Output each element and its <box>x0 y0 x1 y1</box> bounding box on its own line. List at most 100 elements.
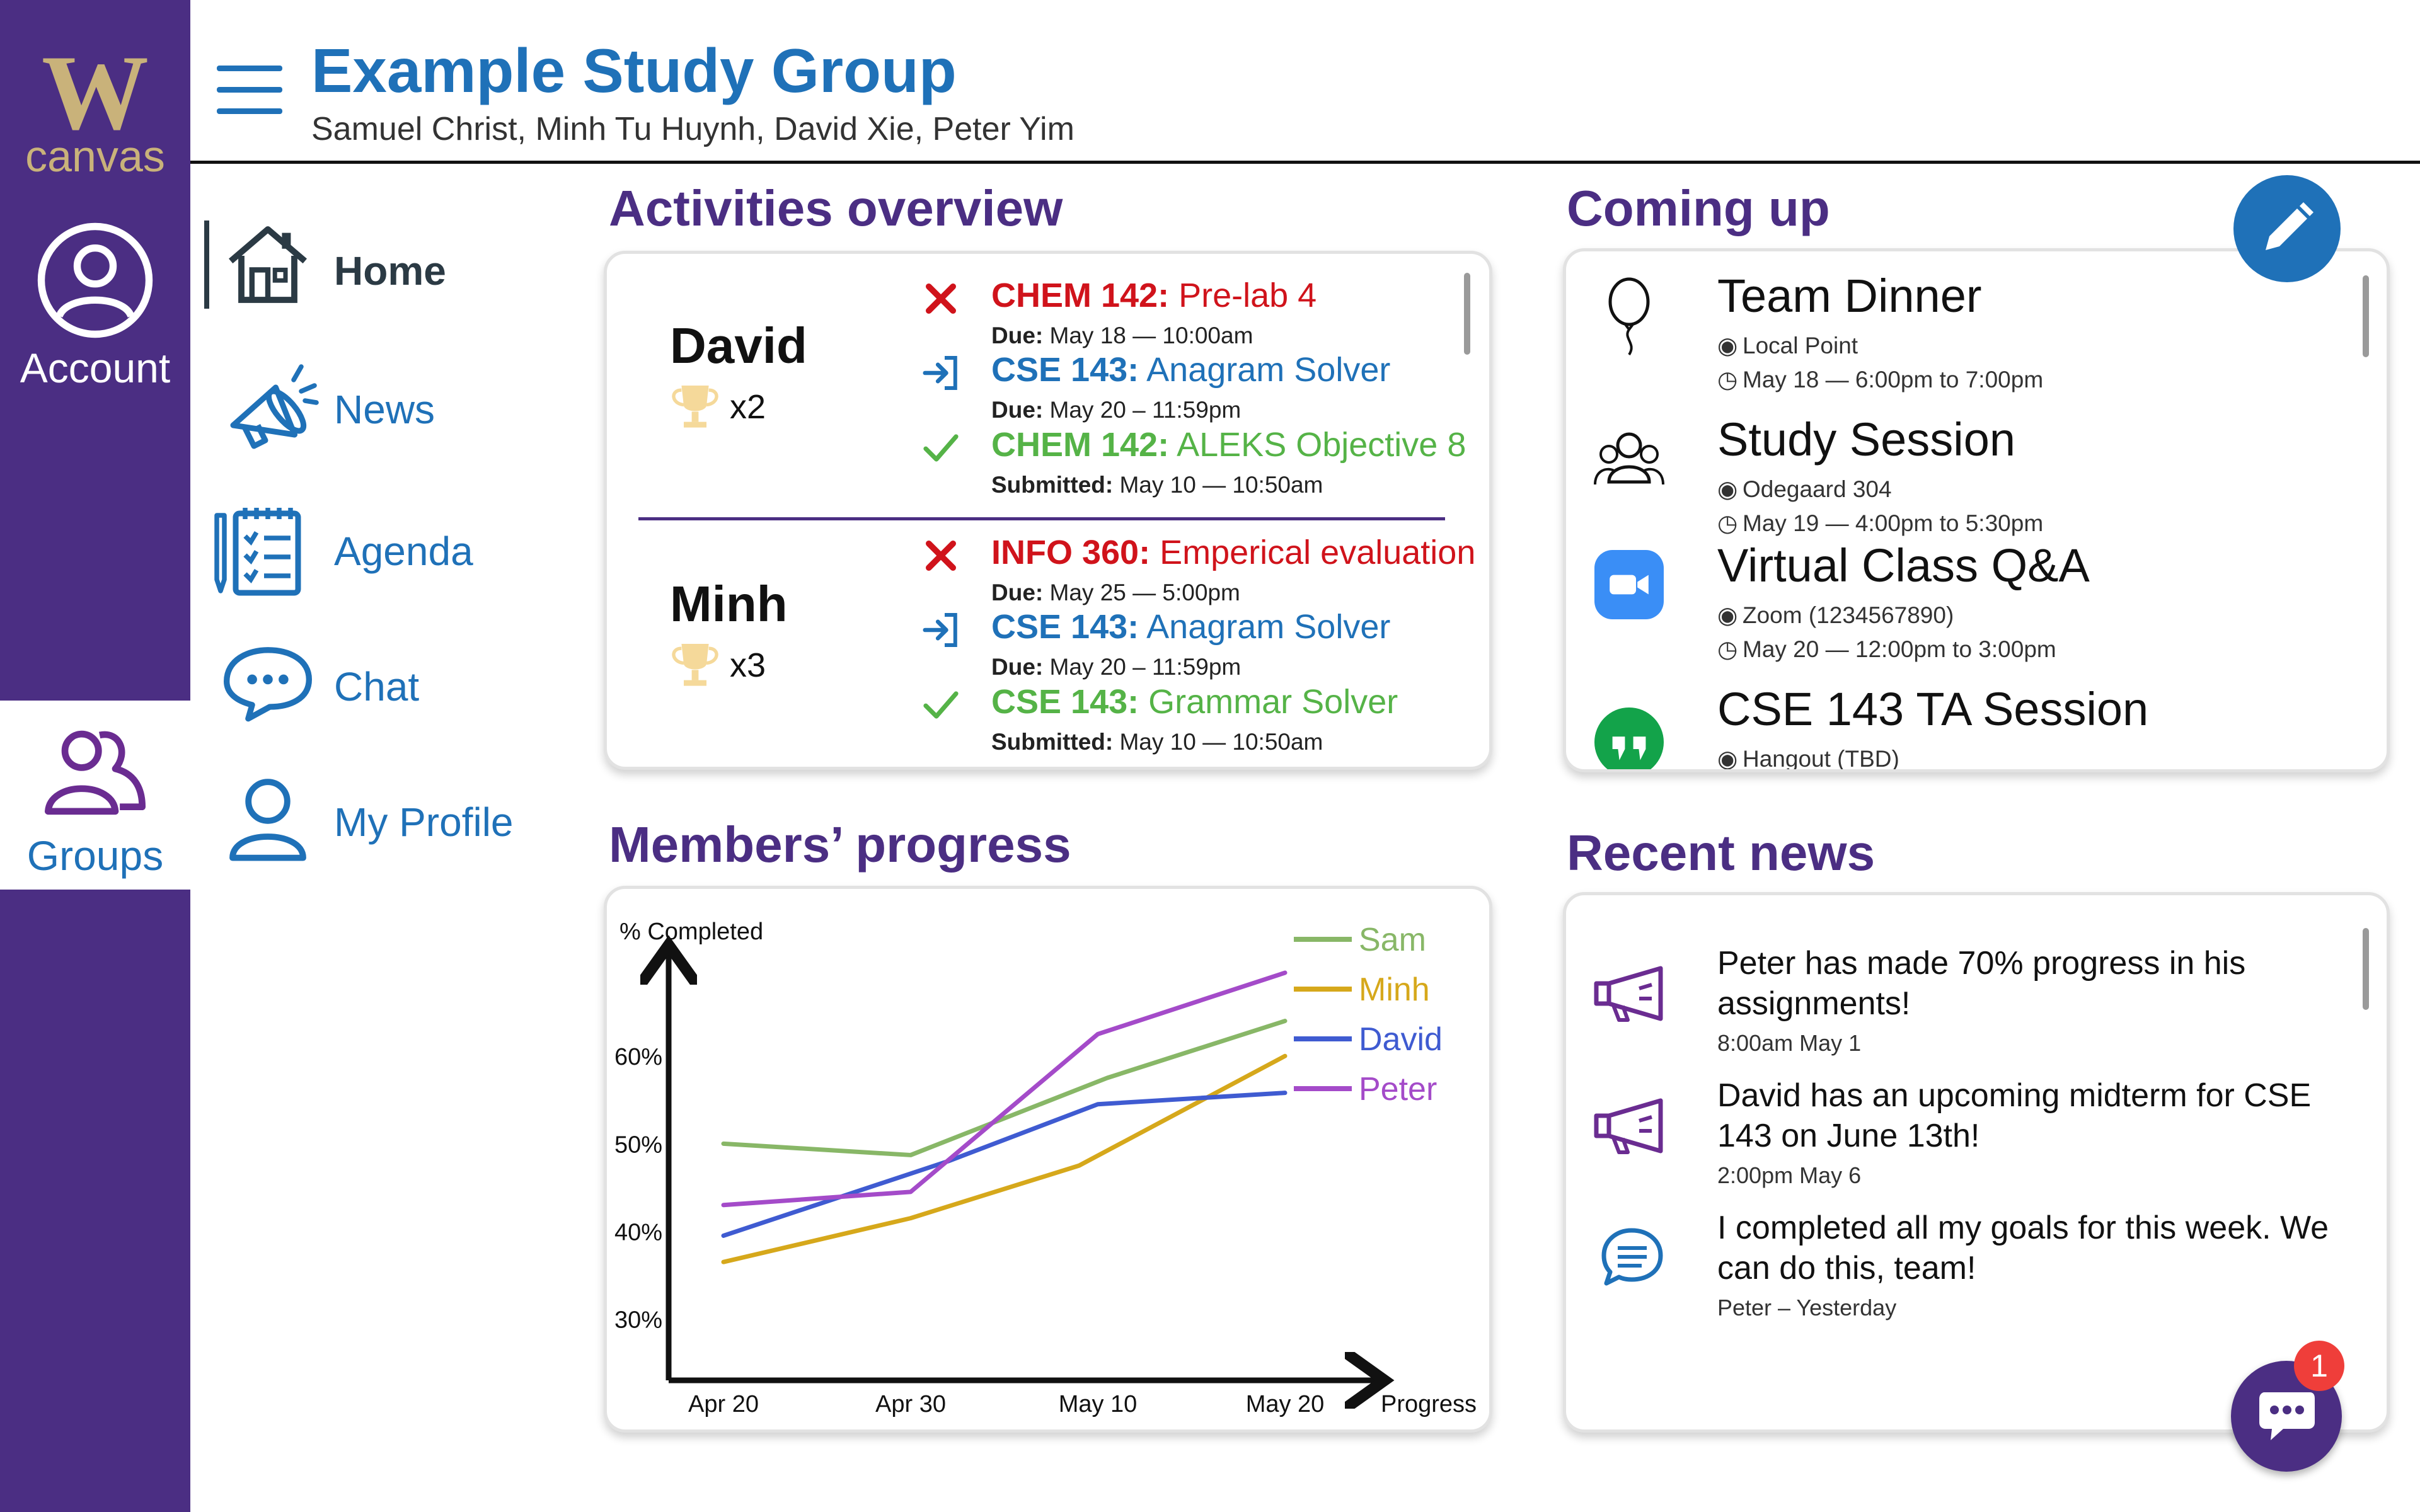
task-course: CSE 143: <box>991 608 1139 646</box>
clock-icon: ◷ <box>1717 510 1738 536</box>
task-title: CSE 143: Anagram Solver <box>991 607 1390 646</box>
task-name: Anagram Solver <box>1146 608 1391 646</box>
legend-label: Minh <box>1359 971 1430 1008</box>
groups-label: Groups <box>26 832 164 879</box>
date-value: May 10 — 10:50am <box>1119 472 1323 498</box>
message-icon <box>1601 1228 1663 1286</box>
member-name: Minh <box>670 576 788 632</box>
balloon-icon <box>1608 277 1650 356</box>
edit-button[interactable] <box>2233 175 2341 282</box>
trophy-icon <box>672 644 718 686</box>
event-location: ◉ Zoom (1234567890) <box>1717 602 1954 629</box>
news-text: David has an upcoming midterm for CSE 14… <box>1717 1077 2312 1154</box>
menu-toggle-button[interactable] <box>217 63 282 116</box>
event-time: ◷ May 18 — 6:00pm to 7:00pm <box>1717 366 2043 393</box>
home-icon <box>229 226 307 303</box>
location-text: Local Point <box>1743 333 1858 358</box>
progress-card: % Completed Progress 30% 40% 50% 60% Apr 20 Apr… <box>604 886 1492 1433</box>
task-name: Emperical evaluation <box>1160 534 1476 571</box>
progress-chart: % Completed Progress 30% 40% 50% 60% Apr 20 Apr… <box>614 919 1477 1418</box>
clock-icon: ◷ <box>1717 367 1738 392</box>
chat-bubbles-icon <box>224 647 313 722</box>
event-location: ◉ Odegaard 304 <box>1717 476 1892 503</box>
legend-label: Sam <box>1359 922 1426 958</box>
nav-item-label: My Profile <box>334 799 514 845</box>
time-text: May 19 — 4:00pm to 5:30pm <box>1743 510 2044 536</box>
recent-news-card: Peter has made 70% progress in his assig… <box>1563 892 2390 1433</box>
task-course: INFO 360: <box>991 534 1151 571</box>
task-title: CHEM 142: ALEKS Objective 8 <box>991 425 1466 464</box>
legend-label: Peter <box>1359 1071 1437 1108</box>
hangouts-icon <box>1594 707 1664 769</box>
task-course: CSE 143: <box>991 351 1139 389</box>
date-value: May 20 – 11:59pm <box>1049 397 1242 423</box>
task-title: CHEM 142: Pre-lab 4 <box>991 276 1317 315</box>
time-text: May 18 — 6:00pm to 7:00pm <box>1743 367 2044 392</box>
coming-up-card: Team Dinner ◉ Local Point ◷ May 18 — 6:00p… <box>1563 248 2390 772</box>
task-due: Due: May 25 — 5:00pm <box>991 580 1240 606</box>
date-value: May 10 — 10:50am <box>1119 729 1323 755</box>
news-timestamp: Peter – Yesterday <box>1717 1295 1897 1320</box>
chat-icon <box>2259 1392 2315 1440</box>
y-tick-label: 60% <box>614 1044 662 1070</box>
event-name: Study Session <box>1717 413 2016 466</box>
map-pin-icon: ◉ <box>1717 746 1738 772</box>
location-text: Odegaard 304 <box>1743 476 1892 502</box>
event-name: Virtual Class Q&A <box>1717 539 2090 592</box>
activities-card: David x2 CHEM 142: Pre-lab 4 Due: May 18… <box>604 251 1492 770</box>
news-scrollbar[interactable] <box>2363 928 2369 1010</box>
trophy-count: x2 <box>667 380 793 437</box>
activities-scrollbar[interactable] <box>1464 273 1470 355</box>
series-line-peter <box>721 970 1288 1208</box>
zoom-icon <box>1594 550 1664 619</box>
date-label: Due: <box>991 397 1044 423</box>
account-nav-item[interactable]: Account <box>0 220 190 410</box>
task-due: Submitted: May 10 — 10:50am <box>991 729 1323 755</box>
y-tick-label: 30% <box>614 1307 662 1334</box>
task-name: Anagram Solver <box>1146 351 1391 389</box>
canvas-logo-text: canvas <box>25 132 165 181</box>
date-value: May 25 — 5:00pm <box>1049 580 1240 605</box>
uw-logo[interactable]: W <box>42 33 149 152</box>
date-label: Submitted: <box>991 729 1114 755</box>
map-pin-icon: ◉ <box>1717 476 1738 502</box>
task-title: CSE 143: Anagram Solver <box>991 350 1390 389</box>
nav-item-agenda[interactable]: Agenda <box>208 504 586 611</box>
y-tick-label: 40% <box>614 1219 662 1246</box>
task-name: ALEKS Objective 8 <box>1177 426 1466 464</box>
nav-item-home[interactable]: Home <box>204 220 586 328</box>
notification-badge: 1 <box>2294 1341 2344 1391</box>
task-due: Due: May 20 – 11:59pm <box>991 397 1241 423</box>
date-value: May 18 — 10:00am <box>1049 323 1253 348</box>
task-course: CHEM 142: <box>991 426 1170 464</box>
event-time: ◷ May 20 — 12:00pm to 3:00pm <box>1717 636 2056 663</box>
chat-fab[interactable]: 1 <box>2231 1341 2344 1472</box>
megaphone-icon <box>1594 1098 1663 1154</box>
location-text: Hangout (TBD) <box>1743 746 1899 772</box>
pencil-icon <box>2266 202 2313 250</box>
coming-up-scrollbar[interactable] <box>2363 275 2369 357</box>
nav-item-chat[interactable]: Chat <box>208 636 586 743</box>
task-due: Due: May 20 – 11:59pm <box>991 654 1241 680</box>
event-location: ◉ Local Point <box>1717 332 1858 359</box>
x-mark-icon <box>926 541 956 571</box>
members-progress-title: Members’ progress <box>609 816 1071 873</box>
trophy-count-value: x3 <box>730 646 766 684</box>
map-pin-icon: ◉ <box>1717 602 1738 628</box>
clock-icon: ◷ <box>1717 636 1738 662</box>
news-timestamp: 2:00pm May 6 <box>1717 1162 1862 1188</box>
location-text: Zoom (1234567890) <box>1743 602 1954 628</box>
activities-title: Activities overview <box>609 180 1063 236</box>
nav-item-my-profile[interactable]: My Profile <box>208 772 586 879</box>
nav-item-news[interactable]: News <box>208 359 586 466</box>
checkmark-icon <box>923 434 959 462</box>
hamburger-icon <box>217 66 282 71</box>
x-tick-label: May 10 <box>1059 1391 1138 1418</box>
groups-nav-item[interactable]: Groups <box>0 701 190 890</box>
date-label: Submitted: <box>991 472 1114 498</box>
page-title: Example Study Group <box>311 36 957 105</box>
nav-item-label: Home <box>334 248 446 294</box>
header-divider <box>190 161 2420 164</box>
megaphone-icon <box>1594 966 1663 1022</box>
x-tick-label: Apr 20 <box>688 1391 759 1418</box>
